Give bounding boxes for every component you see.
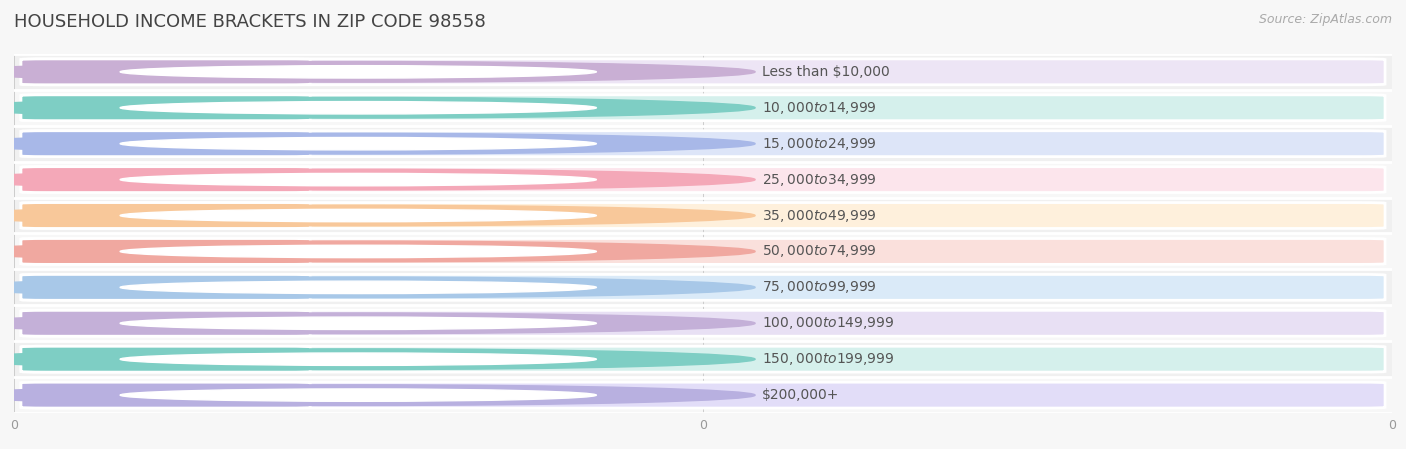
Circle shape — [120, 389, 596, 401]
Circle shape — [120, 317, 596, 330]
Text: 0: 0 — [290, 388, 298, 402]
Text: $150,000 to $199,999: $150,000 to $199,999 — [762, 351, 894, 367]
Text: 0: 0 — [290, 172, 298, 187]
FancyBboxPatch shape — [21, 238, 1385, 264]
FancyBboxPatch shape — [21, 310, 311, 336]
FancyBboxPatch shape — [21, 382, 311, 408]
Bar — [14, 126, 1392, 162]
Circle shape — [120, 209, 596, 222]
Bar — [14, 377, 1392, 413]
Bar — [14, 341, 1392, 377]
FancyBboxPatch shape — [21, 346, 311, 372]
Circle shape — [120, 173, 596, 186]
Bar — [14, 233, 1392, 269]
Circle shape — [120, 137, 596, 150]
FancyBboxPatch shape — [21, 382, 1385, 408]
Circle shape — [0, 241, 755, 262]
Circle shape — [120, 66, 596, 78]
Circle shape — [120, 281, 596, 294]
Text: $25,000 to $34,999: $25,000 to $34,999 — [762, 172, 877, 188]
Bar — [14, 162, 1392, 198]
FancyBboxPatch shape — [21, 274, 1385, 300]
Text: $50,000 to $74,999: $50,000 to $74,999 — [762, 243, 877, 260]
FancyBboxPatch shape — [21, 167, 1385, 193]
Bar — [14, 269, 1392, 305]
Circle shape — [120, 245, 596, 258]
FancyBboxPatch shape — [21, 95, 1385, 121]
Circle shape — [0, 205, 755, 226]
Text: 0: 0 — [290, 316, 298, 330]
Bar — [14, 305, 1392, 341]
FancyBboxPatch shape — [21, 131, 1385, 157]
Text: 0: 0 — [290, 352, 298, 366]
FancyBboxPatch shape — [21, 167, 311, 193]
FancyBboxPatch shape — [21, 346, 1385, 372]
Bar — [14, 198, 1392, 233]
FancyBboxPatch shape — [21, 202, 1385, 229]
Text: $35,000 to $49,999: $35,000 to $49,999 — [762, 207, 877, 224]
FancyBboxPatch shape — [21, 59, 1385, 85]
Text: 0: 0 — [290, 65, 298, 79]
Text: 0: 0 — [290, 101, 298, 115]
Circle shape — [0, 133, 755, 154]
Bar — [14, 90, 1392, 126]
Circle shape — [0, 349, 755, 370]
FancyBboxPatch shape — [21, 95, 311, 121]
Circle shape — [0, 62, 755, 82]
Circle shape — [0, 385, 755, 405]
Text: HOUSEHOLD INCOME BRACKETS IN ZIP CODE 98558: HOUSEHOLD INCOME BRACKETS IN ZIP CODE 98… — [14, 13, 486, 31]
FancyBboxPatch shape — [21, 274, 311, 300]
Text: 0: 0 — [290, 136, 298, 151]
Text: 0: 0 — [290, 244, 298, 259]
Circle shape — [0, 169, 755, 190]
Text: 0: 0 — [290, 208, 298, 223]
Circle shape — [0, 97, 755, 118]
Circle shape — [120, 101, 596, 114]
Text: 0: 0 — [290, 280, 298, 295]
Circle shape — [0, 277, 755, 298]
Text: $10,000 to $14,999: $10,000 to $14,999 — [762, 100, 877, 116]
Text: $75,000 to $99,999: $75,000 to $99,999 — [762, 279, 877, 295]
FancyBboxPatch shape — [21, 202, 311, 229]
FancyBboxPatch shape — [21, 59, 311, 85]
Text: $15,000 to $24,999: $15,000 to $24,999 — [762, 136, 877, 152]
FancyBboxPatch shape — [21, 310, 1385, 336]
Text: $100,000 to $149,999: $100,000 to $149,999 — [762, 315, 894, 331]
FancyBboxPatch shape — [21, 238, 311, 264]
Circle shape — [120, 353, 596, 365]
Text: Less than $10,000: Less than $10,000 — [762, 65, 890, 79]
Circle shape — [0, 313, 755, 334]
Text: $200,000+: $200,000+ — [762, 388, 839, 402]
Text: Source: ZipAtlas.com: Source: ZipAtlas.com — [1258, 13, 1392, 26]
FancyBboxPatch shape — [21, 131, 311, 157]
Bar — [14, 54, 1392, 90]
